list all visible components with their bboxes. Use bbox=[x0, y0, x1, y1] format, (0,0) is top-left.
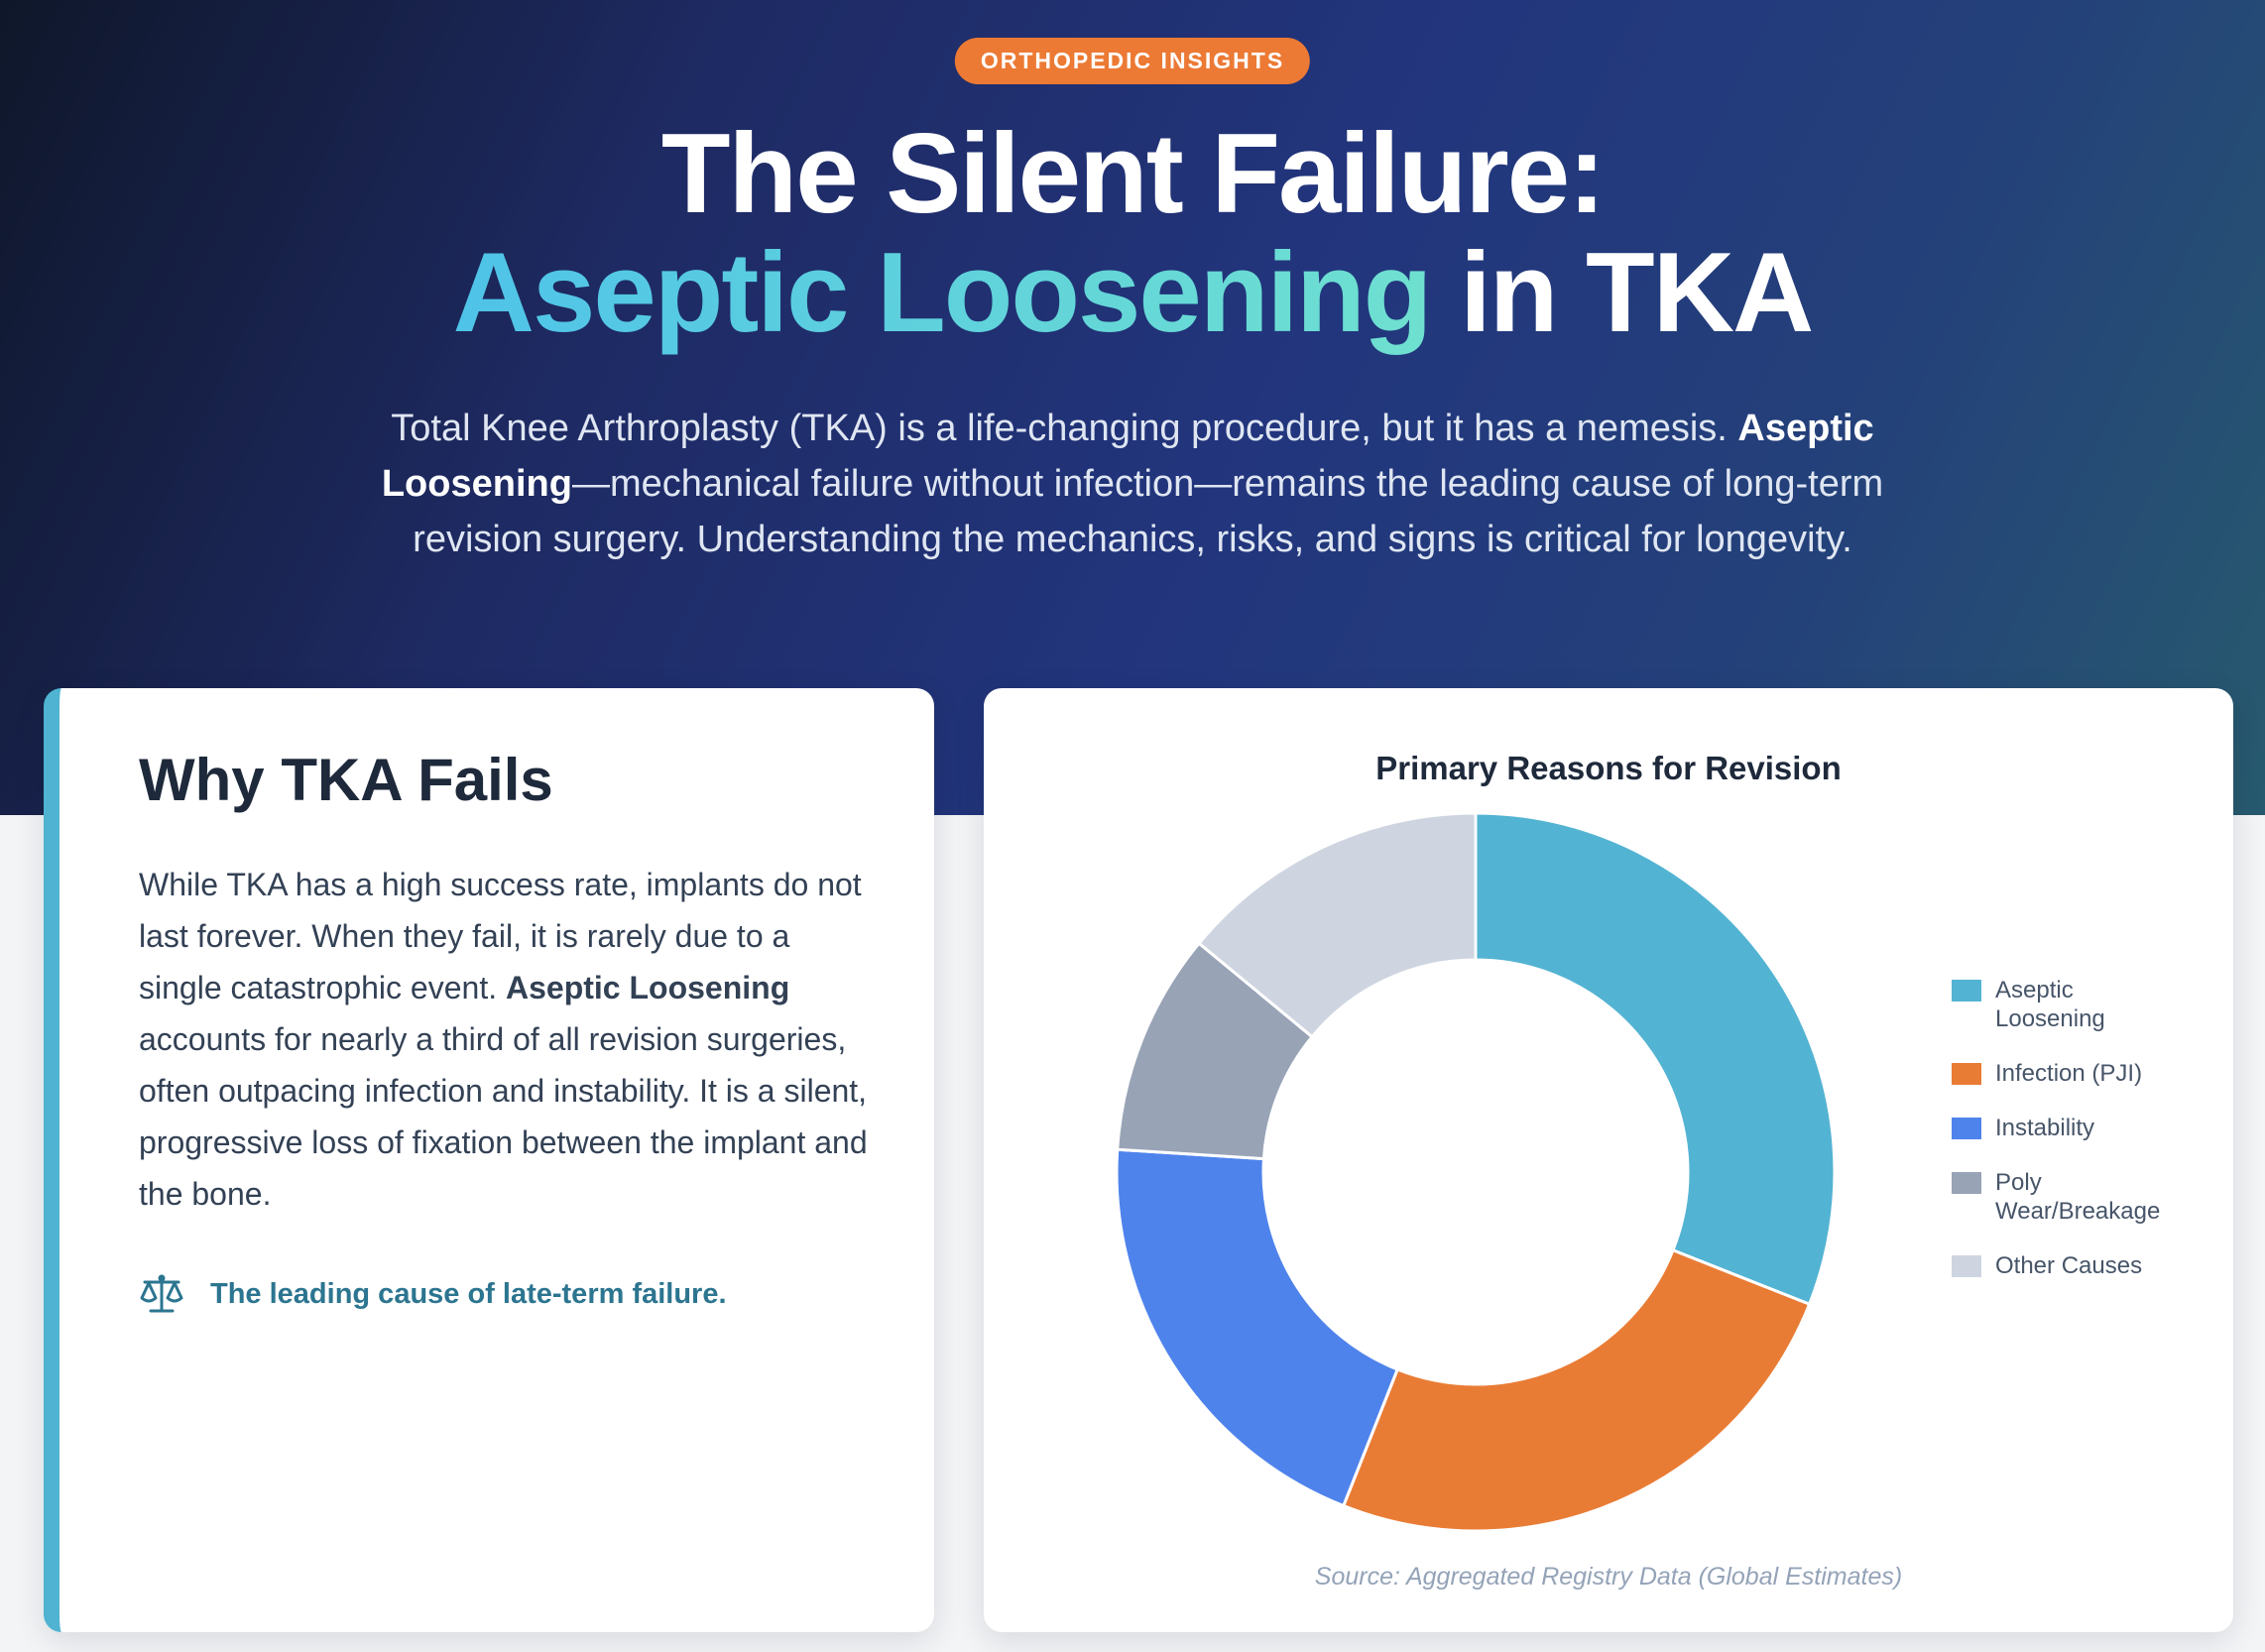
revision-chart-card: Primary Reasons for Revision Aseptic Loo… bbox=[984, 688, 2233, 1632]
donut-slice-instability[interactable] bbox=[1115, 1147, 1400, 1508]
legend-label: Aseptic Loosening bbox=[1995, 977, 2105, 1032]
legend-item[interactable]: Other Causes bbox=[1952, 1251, 2174, 1280]
hero-section: ORTHOPEDIC INSIGHTS The Silent Failure: … bbox=[0, 0, 2265, 815]
chart-source: Source: Aggregated Registry Data (Global… bbox=[1314, 1563, 1903, 1591]
intro-paragraph: Total Knee Arthroplasty (TKA) is a life-… bbox=[369, 401, 1896, 567]
title-tail: in TKA bbox=[1430, 230, 1814, 356]
card-body-text-2: accounts for nearly a third of all revis… bbox=[139, 1021, 868, 1212]
legend-label: Infection (PJI) bbox=[1995, 1060, 2143, 1087]
title-line-1: The Silent Failure: bbox=[660, 111, 1606, 237]
card-body-text-1: While TKA has a high success rate, impla… bbox=[139, 867, 862, 1005]
card-heading: Why TKA Fails bbox=[139, 747, 553, 813]
page-title: The Silent Failure: Aseptic Loosening in… bbox=[0, 115, 2265, 353]
donut-slice-aseptic-loosening[interactable] bbox=[1474, 811, 1837, 1307]
balance-scale-icon bbox=[139, 1273, 184, 1315]
donut-slice-other-causes[interactable] bbox=[1196, 811, 1478, 1039]
legend-swatch bbox=[1952, 1063, 1981, 1085]
chart-title: Primary Reasons for Revision bbox=[1375, 750, 1842, 786]
intro-emphasis: Aseptic Loosening bbox=[381, 408, 1874, 505]
chart-legend: Aseptic Loosening Infection (PJI) Instabil… bbox=[1952, 976, 2174, 1306]
legend-item[interactable]: Infection (PJI) bbox=[1952, 1059, 2174, 1088]
donut-slice-infection-pji[interactable] bbox=[1341, 1247, 1812, 1533]
title-accent: Aseptic Loosening bbox=[452, 230, 1433, 356]
callout: The leading cause of late-term failure. bbox=[139, 1273, 727, 1315]
legend-swatch bbox=[1952, 1255, 1981, 1277]
legend-item[interactable]: Poly Wear/Breakage bbox=[1952, 1168, 2174, 1226]
intro-text-1: Total Knee Arthroplasty (TKA) is a life-… bbox=[391, 408, 1738, 449]
legend-swatch bbox=[1952, 1118, 1981, 1139]
card-body: While TKA has a high success rate, impla… bbox=[139, 859, 873, 1220]
legend-swatch bbox=[1952, 980, 1981, 1002]
legend-label: Poly Wear/Breakage bbox=[1995, 1169, 2161, 1225]
legend-item[interactable]: Aseptic Loosening bbox=[1952, 976, 2174, 1033]
why-tka-fails-card: Why TKA Fails While TKA has a high succe… bbox=[44, 688, 934, 1632]
legend-label: Other Causes bbox=[1995, 1252, 2143, 1279]
legend-label: Instability bbox=[1995, 1115, 2095, 1141]
callout-text: The leading cause of late-term failure. bbox=[210, 1277, 727, 1310]
donut-chart bbox=[1115, 811, 1837, 1533]
legend-swatch bbox=[1952, 1172, 1981, 1194]
intro-text-2: —mechanical failure without infection—re… bbox=[413, 463, 1884, 560]
category-badge: ORTHOPEDIC INSIGHTS bbox=[954, 38, 1311, 84]
legend-item[interactable]: Instability bbox=[1952, 1114, 2174, 1142]
card-body-emphasis: Aseptic Loosening bbox=[505, 970, 790, 1005]
